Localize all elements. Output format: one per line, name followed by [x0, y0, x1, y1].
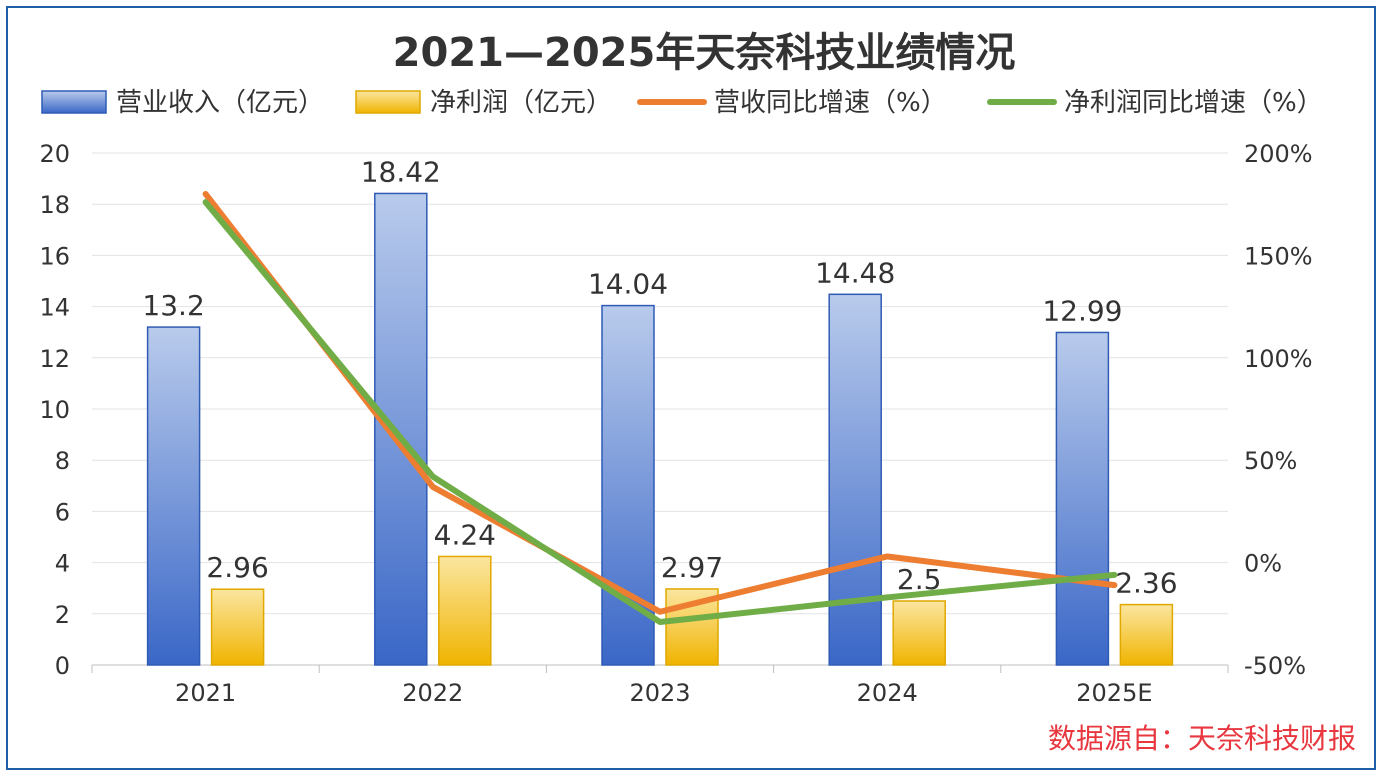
left-tick-label: 6 [55, 498, 70, 526]
revenue-bar [146, 326, 201, 666]
profit-data-label: 2.5 [897, 563, 942, 596]
revenue-data-label: 14.04 [588, 268, 668, 301]
profit-bar [210, 588, 265, 666]
category-label: 2023 [629, 679, 690, 707]
left-tick-label: 2 [55, 601, 70, 629]
revenue-bar [828, 293, 882, 666]
revenue-bar [1055, 331, 1110, 666]
category-label: 2024 [857, 679, 918, 707]
x-axis: 2021 2022 2023 2024 2025E [91, 665, 1229, 707]
profit-data-label: 2.36 [1115, 567, 1177, 600]
chart-title: 2021—2025年天奈科技业绩情况 [393, 30, 1016, 76]
legend-profit: 净利润（亿元） [355, 88, 612, 118]
right-tick-label: 200% [1244, 140, 1313, 168]
category-label: 2025E [1076, 679, 1152, 707]
category-label: 2021 [175, 679, 236, 707]
data-labels: 13.2 18.42 14.04 14.48 12.99 2.96 4.24 2.97 2.5 2… [142, 155, 1177, 599]
right-tick-label: 50% [1244, 447, 1297, 475]
profit-growth-line [202, 199, 1118, 625]
legend-revenue: 营业收入（亿元） [41, 88, 324, 118]
profit-data-label: 2.97 [661, 551, 723, 584]
profit-bar [438, 555, 492, 666]
left-tick-label: 0 [55, 652, 70, 680]
left-tick-label: 16 [39, 242, 70, 270]
left-tick-label: 4 [55, 550, 70, 578]
right-tick-label: 0% [1244, 550, 1282, 578]
lines [202, 190, 1118, 625]
left-tick-label: 12 [39, 345, 70, 373]
legend-profit-growth: 净利润同比增速（%） [987, 88, 1323, 118]
revenue-data-label: 14.48 [815, 256, 895, 289]
right-tick-label: 100% [1244, 345, 1313, 373]
legend-profit-growth-label: 净利润同比增速（%） [1064, 88, 1323, 118]
legend-revenue-growth: 营收同比增速（%） [637, 88, 947, 118]
profit-bar [892, 600, 946, 666]
right-y-axis: -50% 0% 50% 100% 150% 200% [1244, 140, 1313, 680]
revenue-data-label: 18.42 [361, 155, 441, 188]
revenue-data-label: 12.99 [1042, 294, 1122, 327]
right-tick-label: 150% [1244, 242, 1313, 270]
left-y-axis: 0 2 4 6 8 10 12 14 16 18 20 [39, 140, 70, 680]
legend-profit-label: 净利润（亿元） [430, 88, 612, 118]
left-tick-label: 10 [39, 396, 70, 424]
gridlines [92, 152, 1228, 666]
left-tick-label: 14 [39, 294, 70, 322]
profit-data-label: 2.96 [206, 551, 268, 584]
revenue-bar [374, 192, 428, 666]
left-tick-label: 18 [39, 191, 70, 219]
source-note: 数据源自：天奈科技财报 [1048, 722, 1356, 755]
legend-revenue-label: 营业收入（亿元） [116, 88, 324, 118]
left-tick-label: 8 [55, 447, 70, 475]
bars [146, 192, 1174, 666]
category-label: 2022 [402, 679, 463, 707]
revenue-growth-line [202, 190, 1118, 615]
profit-bar [1119, 603, 1174, 666]
legend-revenue-growth-label: 营收同比增速（%） [714, 88, 947, 118]
legend-revenue-swatch [41, 90, 107, 114]
legend-profit-swatch [355, 90, 421, 114]
right-tick-label: -50% [1244, 652, 1306, 680]
profit-data-label: 4.24 [434, 518, 496, 551]
revenue-data-label: 13.2 [142, 289, 204, 322]
legend: 营业收入（亿元） 净利润（亿元） 营收同比增速（%） 净利润同比增速（%） [41, 88, 1323, 118]
left-tick-label: 20 [39, 140, 70, 168]
